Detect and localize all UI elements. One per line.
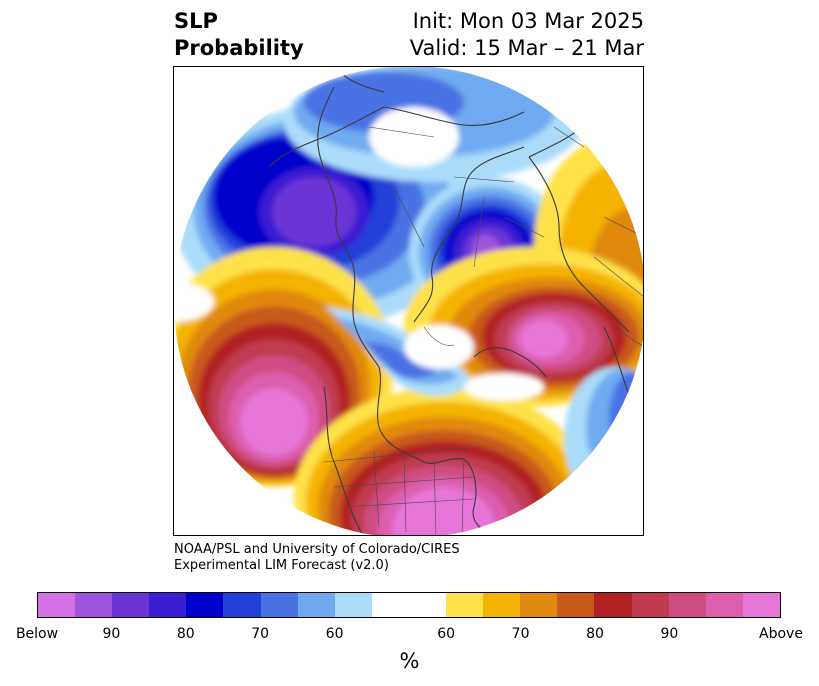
colorbar-tick-label: 60 — [437, 626, 456, 642]
colorbar-segment — [112, 593, 150, 617]
credit-line-institution: NOAA/PSL and University of Colorado/CIRE… — [174, 542, 460, 557]
colorbar-segment — [75, 593, 113, 617]
credit-text: NOAA/PSL and University of Colorado/CIRE… — [174, 542, 460, 574]
above-region-east — [404, 247, 643, 407]
colorbar-segment — [520, 593, 558, 617]
above-region-west — [174, 247, 394, 487]
colorbar-tick-label: Below — [15, 626, 59, 642]
colorbar-segment — [371, 593, 447, 617]
title-dates: Init: Mon 03 Mar 2025 Valid: 15 Mar – 21… — [410, 8, 644, 62]
polar-map — [173, 66, 644, 536]
colorbar-segment — [631, 593, 669, 617]
neutral-region — [174, 282, 544, 401]
colorbar-tick-label: 60 — [325, 626, 344, 642]
colorbar-tick-label: 80 — [586, 626, 604, 642]
colorbar-tick-label: 70 — [511, 626, 530, 642]
probability-field — [174, 67, 643, 535]
colorbar-tick-label: 90 — [660, 626, 679, 642]
colorbar-tick-label: Above — [759, 626, 803, 642]
colorbar-segment — [483, 593, 521, 617]
colorbar-segment — [705, 593, 743, 617]
credit-line-model: Experimental LIM Forecast (v2.0) — [174, 558, 389, 573]
colorbar-unit: % — [399, 649, 420, 673]
colorbar-tick-label: 70 — [251, 626, 270, 642]
above-region-south — [294, 387, 594, 535]
init-date: Init: Mon 03 Mar 2025 — [412, 9, 644, 33]
colorbar-segment — [186, 593, 224, 617]
map-canvas — [174, 67, 643, 535]
colorbar-segment — [297, 593, 335, 617]
colorbar-segment — [557, 593, 595, 617]
colorbar-ticks: Below 90 80 70 60 60 70 80 90 Above — [0, 626, 819, 646]
colorbar-segment — [149, 593, 187, 617]
title-line-slp: SLP — [174, 9, 218, 33]
colorbar-segment — [334, 593, 372, 617]
colorbar-segment — [446, 593, 484, 617]
title-variable: SLP Probability — [174, 8, 304, 62]
colorbar — [37, 592, 781, 618]
colorbar-tick-label: 90 — [102, 626, 121, 642]
colorbar-segment — [594, 593, 632, 617]
colorbar-segment — [223, 593, 261, 617]
colorbar-segment — [38, 593, 76, 617]
title-line-probability: Probability — [174, 36, 304, 60]
colorbar-segment — [742, 593, 780, 617]
colorbar-tick-label: 80 — [176, 626, 195, 642]
valid-dates: Valid: 15 Mar – 21 Mar — [409, 36, 644, 60]
below-region-arctic — [284, 67, 584, 182]
coastlines — [268, 67, 636, 535]
colorbar-segment — [668, 593, 706, 617]
colorbar-segment — [260, 593, 298, 617]
